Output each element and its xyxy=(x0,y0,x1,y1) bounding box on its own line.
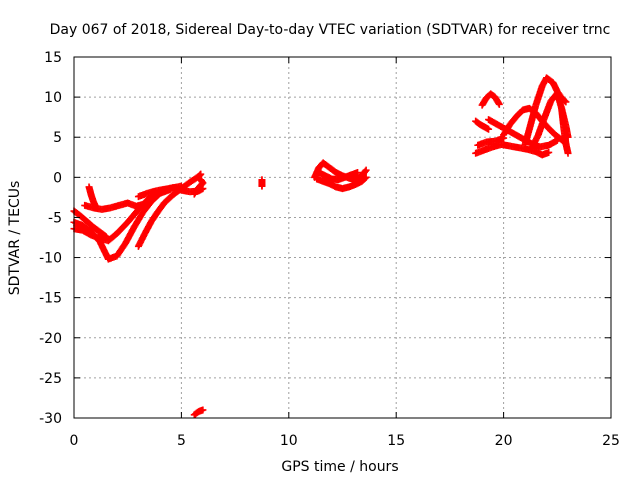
plot-frame xyxy=(73,56,612,419)
axis-ticks xyxy=(73,56,612,419)
data-point xyxy=(362,166,370,174)
y-tick-label: -15 xyxy=(39,291,62,307)
y-tick-label: -25 xyxy=(39,371,62,387)
gridlines xyxy=(74,57,611,418)
data-points xyxy=(70,74,572,419)
data-point xyxy=(141,200,149,208)
data-point xyxy=(562,98,570,106)
data-point xyxy=(199,406,207,414)
data-point xyxy=(258,182,266,190)
data-point xyxy=(361,167,369,175)
data-point xyxy=(354,169,362,177)
x-tick-labels: 0 5 10 15 20 25 xyxy=(70,433,620,449)
y-tick-labels: 15 10 5 0 -5 -10 -15 -20 -25 -30 xyxy=(39,50,62,427)
data-point xyxy=(485,125,493,133)
x-tick-label: 25 xyxy=(602,433,620,449)
y-tick-label: 0 xyxy=(53,170,62,186)
y-axis-label: SDTVAR / TECUs xyxy=(7,181,23,296)
y-tick-label: -5 xyxy=(48,210,62,226)
x-axis-label: GPS time / hours xyxy=(281,459,398,475)
x-tick-label: 20 xyxy=(495,433,513,449)
y-tick-label: 10 xyxy=(44,90,62,106)
data-point xyxy=(91,202,99,210)
y-tick-label: 5 xyxy=(53,130,62,146)
data-point xyxy=(564,149,572,157)
y-tick-label: -30 xyxy=(39,411,62,427)
x-tick-label: 0 xyxy=(70,433,79,449)
x-tick-label: 5 xyxy=(177,433,186,449)
data-point xyxy=(545,148,553,156)
data-point xyxy=(495,100,503,108)
y-tick-label: -20 xyxy=(39,331,62,347)
y-tick-label: 15 xyxy=(44,50,62,66)
x-tick-label: 10 xyxy=(280,433,298,449)
y-tick-label: -10 xyxy=(39,251,62,267)
chart-title: Day 067 of 2018, Sidereal Day-to-day VTE… xyxy=(50,22,611,38)
data-point xyxy=(362,173,370,181)
data-point xyxy=(197,176,205,184)
x-tick-label: 15 xyxy=(387,433,405,449)
data-point xyxy=(361,174,369,182)
